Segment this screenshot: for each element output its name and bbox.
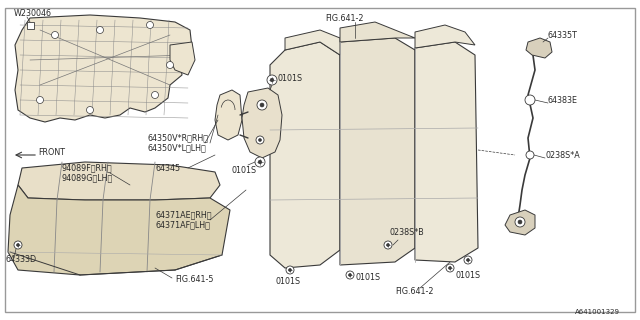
Circle shape <box>346 271 354 279</box>
Circle shape <box>526 151 534 159</box>
Polygon shape <box>285 30 340 55</box>
Text: 64371AE〈RH〉: 64371AE〈RH〉 <box>155 211 211 220</box>
Text: FIG.641-2: FIG.641-2 <box>325 13 364 22</box>
Circle shape <box>349 274 351 276</box>
Text: 64383E: 64383E <box>548 95 578 105</box>
Circle shape <box>166 61 173 68</box>
Text: 94089F〈RH〉: 94089F〈RH〉 <box>62 164 113 172</box>
Text: 64350V*L〈LH〉: 64350V*L〈LH〉 <box>148 143 207 153</box>
Circle shape <box>17 244 19 246</box>
Text: 0101S: 0101S <box>232 165 257 174</box>
Polygon shape <box>270 42 340 268</box>
Text: 0101S: 0101S <box>278 74 303 83</box>
Circle shape <box>384 241 392 249</box>
Circle shape <box>270 78 274 82</box>
Polygon shape <box>340 38 415 265</box>
Circle shape <box>515 217 525 227</box>
Polygon shape <box>215 90 242 140</box>
Circle shape <box>14 241 22 249</box>
Text: FIG.641-2: FIG.641-2 <box>395 287 433 297</box>
Circle shape <box>259 139 262 141</box>
Circle shape <box>86 107 93 114</box>
Polygon shape <box>18 162 220 200</box>
Circle shape <box>267 75 277 85</box>
Text: 64350V*R〈RH〉: 64350V*R〈RH〉 <box>148 133 209 142</box>
Text: 0238S*A: 0238S*A <box>545 150 580 159</box>
Text: 64335T: 64335T <box>548 30 578 39</box>
Text: 64345: 64345 <box>155 164 180 172</box>
Circle shape <box>147 21 154 28</box>
Circle shape <box>257 100 267 110</box>
Polygon shape <box>415 25 475 48</box>
Text: A641001329: A641001329 <box>575 309 620 315</box>
Text: 94089G〈LH〉: 94089G〈LH〉 <box>62 173 113 182</box>
Text: 0101S: 0101S <box>355 274 380 283</box>
Polygon shape <box>8 185 230 275</box>
Circle shape <box>289 268 291 271</box>
Polygon shape <box>415 42 478 262</box>
Circle shape <box>256 136 264 144</box>
Circle shape <box>36 97 44 103</box>
Text: FIG.641-5: FIG.641-5 <box>175 276 214 284</box>
Polygon shape <box>15 15 192 122</box>
Circle shape <box>286 266 294 274</box>
Bar <box>27 22 34 29</box>
Circle shape <box>467 259 469 261</box>
Polygon shape <box>505 210 535 235</box>
Circle shape <box>387 244 389 246</box>
Circle shape <box>259 160 262 164</box>
Circle shape <box>152 92 159 99</box>
Polygon shape <box>170 42 195 75</box>
Polygon shape <box>242 88 282 158</box>
Text: 64333D: 64333D <box>5 255 36 265</box>
Polygon shape <box>526 38 552 58</box>
Text: FRONT: FRONT <box>38 148 65 156</box>
Circle shape <box>97 27 104 34</box>
Polygon shape <box>340 22 415 42</box>
Circle shape <box>525 95 535 105</box>
Circle shape <box>518 220 522 224</box>
Circle shape <box>464 256 472 264</box>
Text: 0101S: 0101S <box>455 270 480 279</box>
Circle shape <box>255 157 265 167</box>
Circle shape <box>449 267 451 269</box>
Circle shape <box>260 103 264 107</box>
Text: 64371AF〈LH〉: 64371AF〈LH〉 <box>155 220 210 229</box>
Text: W230046: W230046 <box>14 9 52 18</box>
Text: 0101S: 0101S <box>275 277 300 286</box>
Circle shape <box>51 31 58 38</box>
Text: 0238S*B: 0238S*B <box>390 228 425 236</box>
Circle shape <box>446 264 454 272</box>
